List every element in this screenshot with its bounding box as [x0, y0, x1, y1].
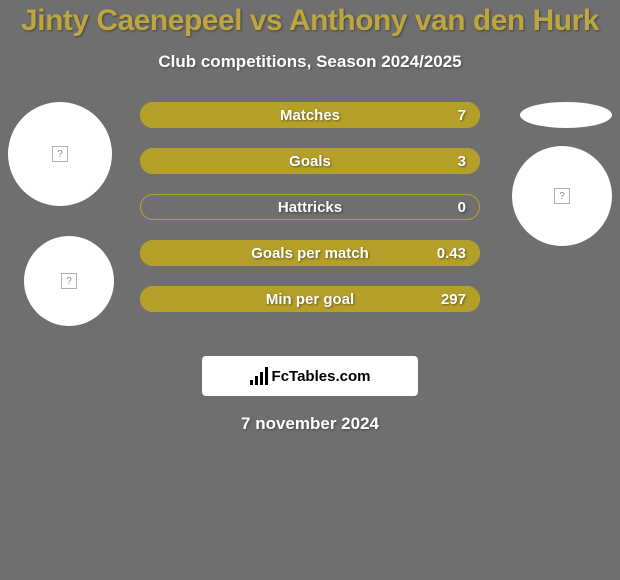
right-avatars: ? [480, 102, 620, 332]
stat-value: 297 [441, 286, 466, 312]
stat-label: Hattricks [278, 194, 342, 220]
stat-value: 0 [458, 194, 466, 220]
stat-value: 7 [458, 102, 466, 128]
main-row: ? ? Matches 7 Goals 3 Hattricks 0 [0, 102, 620, 332]
avatar-player1: ? [8, 102, 112, 206]
stat-bar-goals: Goals 3 [140, 148, 480, 174]
avatar-ellipse [520, 102, 612, 128]
attribution-text: FcTables.com [272, 368, 371, 385]
comparison-card: Jinty Caenepeel vs Anthony van den Hurk … [0, 0, 620, 580]
left-avatars: ? ? [0, 102, 140, 332]
stat-label: Matches [280, 102, 340, 128]
stat-value: 0.43 [437, 240, 466, 266]
image-placeholder-icon: ? [52, 146, 68, 162]
stat-value: 3 [458, 148, 466, 174]
attribution-badge: FcTables.com [202, 356, 418, 396]
image-placeholder-icon: ? [554, 188, 570, 204]
stat-bar-min-per-goal: Min per goal 297 [140, 286, 480, 312]
stat-label: Goals per match [251, 240, 369, 266]
image-placeholder-icon: ? [61, 273, 77, 289]
stat-bar-goals-per-match: Goals per match 0.43 [140, 240, 480, 266]
bar-chart-icon [250, 367, 268, 385]
avatar-club1: ? [24, 236, 114, 326]
stat-label: Min per goal [266, 286, 354, 312]
page-title: Jinty Caenepeel vs Anthony van den Hurk [0, 0, 620, 38]
page-subtitle: Club competitions, Season 2024/2025 [0, 52, 620, 72]
stat-bar-matches: Matches 7 [140, 102, 480, 128]
stats-column: Matches 7 Goals 3 Hattricks 0 Goals per … [140, 102, 480, 312]
avatar-player2: ? [512, 146, 612, 246]
date-label: 7 november 2024 [0, 414, 620, 434]
stat-bar-hattricks: Hattricks 0 [140, 194, 480, 220]
stat-label: Goals [289, 148, 331, 174]
